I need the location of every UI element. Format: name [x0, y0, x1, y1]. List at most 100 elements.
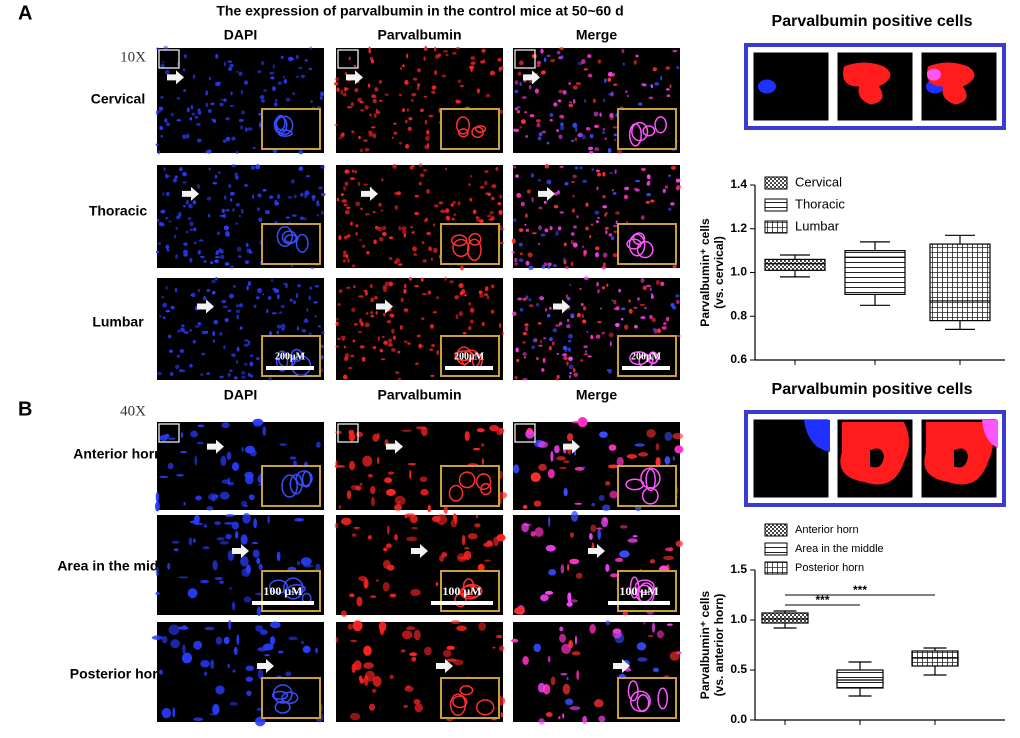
- cell: [343, 345, 347, 349]
- cell: [240, 534, 248, 545]
- cell: [455, 314, 459, 320]
- cell: [597, 289, 600, 294]
- cell: [605, 481, 611, 486]
- cell: [552, 264, 557, 268]
- cell: [174, 287, 178, 293]
- cell: [602, 504, 611, 512]
- inset-contour: [657, 687, 669, 710]
- cell: [364, 147, 370, 152]
- box: [764, 258, 826, 271]
- cell: [243, 80, 249, 85]
- cell: [413, 629, 421, 641]
- cell: [585, 202, 589, 207]
- cell: [338, 137, 342, 140]
- cell: [277, 650, 284, 654]
- cell: [334, 81, 339, 86]
- cell: [467, 533, 478, 540]
- cell: [559, 626, 564, 632]
- cell: [344, 210, 350, 215]
- cell: [652, 667, 660, 673]
- y-tick-label: 1.2: [730, 221, 747, 235]
- cell: [192, 200, 197, 205]
- cell: [315, 202, 321, 207]
- cell: [397, 377, 402, 381]
- zoom-inset: [440, 677, 500, 719]
- cell: [169, 371, 174, 377]
- cell: [644, 306, 647, 310]
- cell: [582, 466, 586, 469]
- cell: [614, 557, 624, 563]
- cell: [163, 45, 169, 51]
- cell: [628, 299, 631, 303]
- cell: [387, 342, 393, 347]
- cell: [535, 356, 539, 361]
- cell: [350, 484, 359, 491]
- cell: [174, 175, 178, 179]
- cell: [372, 98, 377, 104]
- cell: [298, 166, 304, 171]
- cell: [202, 546, 210, 550]
- cell: [548, 516, 551, 527]
- cell: [527, 252, 533, 258]
- cell: [276, 193, 281, 199]
- cell: [608, 464, 619, 469]
- cell: [597, 320, 602, 324]
- cell: [195, 495, 202, 501]
- cell: [184, 54, 187, 59]
- cell: [432, 311, 438, 314]
- cell: [467, 183, 472, 187]
- cell: [544, 308, 548, 312]
- cell: [182, 644, 186, 655]
- cell: [549, 119, 553, 122]
- cell: [522, 341, 526, 344]
- cell: [389, 593, 397, 598]
- cell: [555, 324, 561, 327]
- cell: [243, 343, 249, 347]
- cell: [336, 197, 339, 202]
- cell: [410, 588, 421, 596]
- inset-contour: [475, 473, 492, 490]
- arrow: [553, 299, 570, 314]
- inset-contour: [471, 126, 484, 139]
- cell: [443, 649, 452, 658]
- cell: [602, 171, 606, 177]
- cell: [387, 525, 390, 535]
- cell: [557, 226, 562, 231]
- blob: [804, 420, 830, 452]
- inset-contour: [281, 230, 297, 245]
- cell: [414, 703, 423, 713]
- cell: [621, 49, 625, 54]
- cell: [649, 559, 656, 564]
- cell: [517, 297, 523, 301]
- cell: [611, 189, 615, 192]
- legend-label: Posterior horn: [795, 562, 864, 574]
- cell: [636, 642, 647, 651]
- cell: [353, 64, 357, 68]
- micrograph: [510, 620, 682, 725]
- cell: [582, 306, 587, 311]
- cell: [225, 514, 235, 517]
- cell: [607, 71, 614, 77]
- cell: [403, 340, 408, 344]
- cell: [420, 426, 428, 437]
- cell: [351, 307, 356, 312]
- cell: [539, 339, 543, 344]
- cell: [570, 532, 574, 538]
- cell: [423, 48, 428, 51]
- cell: [228, 67, 233, 71]
- cell: [155, 491, 160, 503]
- cell: [229, 198, 233, 202]
- cell: [189, 257, 193, 263]
- cell: [308, 332, 312, 336]
- cell: [160, 209, 166, 214]
- cell: [320, 91, 324, 97]
- cell: [665, 88, 670, 91]
- cell: [388, 338, 392, 344]
- cell: [548, 346, 552, 351]
- cell: [384, 281, 390, 286]
- cell: [538, 344, 543, 347]
- cell: [522, 378, 528, 381]
- cell: [541, 368, 545, 372]
- cell: [274, 101, 278, 107]
- y-axis-label: Parvalbumin⁺ cells: [698, 218, 712, 327]
